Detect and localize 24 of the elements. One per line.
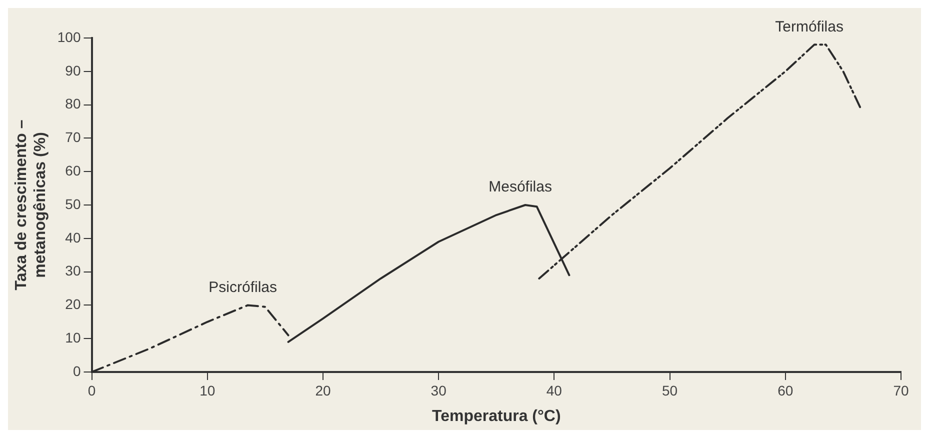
y-axis-title: Taxa de crescimento – metanogênicas (%) <box>13 120 50 290</box>
y-tick-label: 0 <box>72 362 81 379</box>
x-tick-label: 60 <box>778 382 794 398</box>
x-tick-label: 40 <box>546 382 562 398</box>
y-tick-label: 100 <box>57 28 81 45</box>
x-tick-label: 0 <box>88 382 96 398</box>
y-tick-label: 20 <box>65 296 81 312</box>
x-tick-label: 70 <box>893 382 909 398</box>
x-tick-label: 30 <box>430 382 447 398</box>
y-tick-label: 80 <box>65 96 81 112</box>
series-label: Mesófilas <box>488 178 552 196</box>
x-tick-label: 20 <box>315 382 331 398</box>
y-tick-label: 40 <box>65 229 81 246</box>
x-tick-label: 10 <box>200 382 216 398</box>
series-label: Psicrófilas <box>208 278 278 296</box>
y-tick-label: 50 <box>65 196 81 212</box>
y-tick-label: 70 <box>65 129 81 146</box>
y-tick-label: 60 <box>65 162 81 178</box>
x-axis-title: Temperatura (°C) <box>432 408 561 425</box>
y-tick-label: 90 <box>65 62 81 78</box>
y-tick-label: 10 <box>65 329 81 346</box>
series-label: Termófilas <box>775 18 844 36</box>
y-tick-label: 30 <box>65 262 81 279</box>
x-tick-label: 50 <box>662 382 678 398</box>
